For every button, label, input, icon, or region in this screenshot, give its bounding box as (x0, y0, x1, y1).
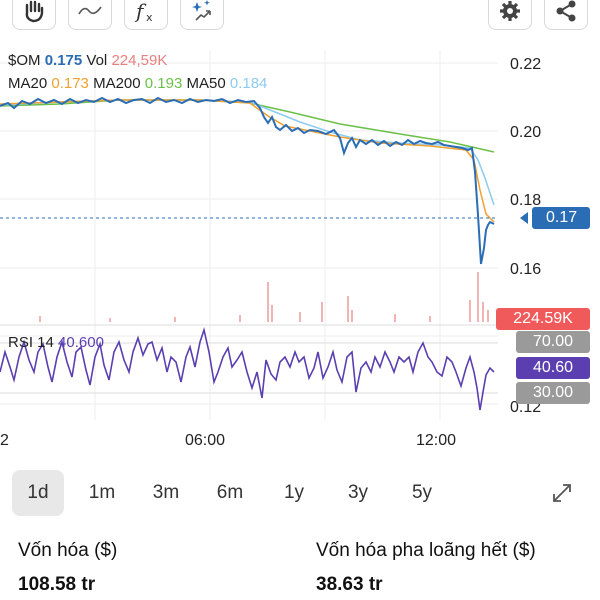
settings-button[interactable] (488, 0, 532, 30)
rsi-value: 40.600 (58, 334, 104, 351)
legend-ma50-label: MA50 (186, 75, 226, 92)
expand-button[interactable] (540, 470, 584, 516)
rsi-label: RSI 14 (8, 334, 54, 351)
volume-badge-text: 224.59K (513, 310, 573, 327)
share-button[interactable] (544, 0, 588, 30)
price-tick-label: 0.18 (510, 192, 541, 209)
period-1y[interactable]: 1y (283, 482, 305, 503)
legend-ma20-label: MA20 (8, 75, 48, 92)
volume-badge: 224.59K (496, 308, 590, 330)
expand-icon (553, 484, 571, 502)
ai-analysis-button[interactable] (180, 0, 224, 30)
legend-ma50-value: 0.184 (229, 75, 268, 92)
period-selector: 1d 1m 3m 6m 1y 3y 5y (12, 470, 588, 516)
period-3y[interactable]: 3y (347, 482, 369, 503)
price-line (0, 96, 495, 265)
function-icon: f x (134, 0, 153, 24)
ai-sparkle-icon (192, 0, 211, 21)
price-chart[interactable]: 0.22 0.20 0.18 0.16 0.12 2 06:00 12:00 (0, 40, 600, 460)
legend-ma200-value: 0.193 (144, 75, 183, 92)
legend-vol-label: Vol (86, 52, 108, 69)
period-1m[interactable]: 1m (88, 482, 116, 503)
fdv-label: Vốn hóa pha loãng hết ($) (316, 540, 536, 561)
period-3m[interactable]: 3m (152, 482, 180, 503)
ma50-line (0, 99, 495, 206)
function-button[interactable]: f x (124, 0, 168, 30)
period-6m[interactable]: 6m (216, 482, 244, 503)
period-5y[interactable]: 5y (411, 482, 433, 503)
line-tool-icon (78, 6, 102, 15)
rsi-lower-badge-text: 30.00 (532, 384, 574, 401)
time-tick-label: 2 (0, 432, 9, 449)
price-tick-label: 0.16 (510, 261, 541, 278)
gear-icon (500, 1, 520, 21)
current-price-badge-text: 0.17 (546, 209, 578, 226)
legend-vol-value: 224,59K (111, 52, 168, 69)
volume-bars (39, 272, 489, 322)
time-tick-label: 12:00 (416, 432, 456, 449)
hand-icon (25, 0, 44, 23)
price-tick-label: 0.22 (510, 56, 541, 73)
period-1d[interactable]: 1d (12, 470, 64, 516)
rsi-lower-badge: 30.00 (516, 382, 590, 404)
market-cap-label: Vốn hóa ($) (18, 540, 118, 561)
legend-price: 0.175 (44, 52, 83, 69)
legend-row-ma: MA20 0.173 MA200 0.193 MA50 0.184 (8, 75, 267, 92)
price-badge-pointer (520, 212, 528, 224)
rsi-legend: RSI 14 40.600 (8, 334, 104, 351)
hand-tool-button[interactable] (12, 0, 56, 30)
line-tool-button[interactable] (68, 0, 112, 30)
rsi-line (0, 327, 495, 411)
legend-ma20-value: 0.173 (51, 75, 89, 92)
chart-toolbar: f x (0, 0, 600, 34)
svg-text:x: x (146, 11, 153, 24)
market-cap-value: 108.58 tr (18, 574, 96, 595)
chart-gridlines (0, 50, 498, 420)
legend-ma200-label: MA200 (93, 75, 141, 92)
rsi-upper-badge: 70.00 (516, 331, 590, 353)
rsi-value-badge: 40.60 (516, 357, 590, 379)
legend-row-price: $OM 0.175 Vol 224,59K (8, 52, 167, 69)
fdv-value: 38.63 tr (316, 574, 383, 595)
rsi-bands (0, 342, 498, 394)
ma20-line (0, 99, 495, 223)
rsi-upper-badge-text: 70.00 (532, 333, 574, 350)
legend-symbol: $OM (8, 52, 41, 69)
time-tick-label: 06:00 (185, 432, 225, 449)
rsi-value-badge-text: 40.60 (532, 359, 574, 376)
current-price-badge: 0.17 (532, 207, 590, 229)
share-icon (556, 0, 576, 22)
price-tick-label: 0.20 (510, 124, 541, 141)
